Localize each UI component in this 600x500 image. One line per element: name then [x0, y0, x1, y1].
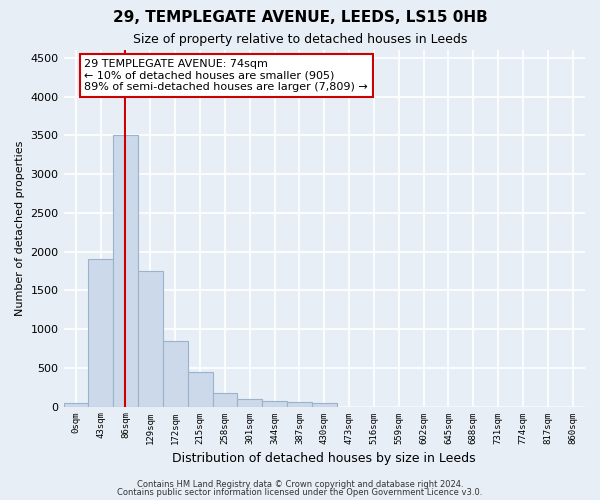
Bar — [64, 402, 88, 406]
Bar — [88, 260, 113, 406]
Text: Contains HM Land Registry data © Crown copyright and database right 2024.: Contains HM Land Registry data © Crown c… — [137, 480, 463, 489]
Bar — [212, 393, 238, 406]
Text: 29 TEMPLEGATE AVENUE: 74sqm
← 10% of detached houses are smaller (905)
89% of se: 29 TEMPLEGATE AVENUE: 74sqm ← 10% of det… — [85, 59, 368, 92]
Bar — [262, 400, 287, 406]
Bar — [238, 399, 262, 406]
Bar — [287, 402, 312, 406]
Bar — [163, 340, 188, 406]
Text: Contains public sector information licensed under the Open Government Licence v3: Contains public sector information licen… — [118, 488, 482, 497]
Text: 29, TEMPLEGATE AVENUE, LEEDS, LS15 0HB: 29, TEMPLEGATE AVENUE, LEEDS, LS15 0HB — [113, 10, 487, 25]
Y-axis label: Number of detached properties: Number of detached properties — [15, 140, 25, 316]
Text: Size of property relative to detached houses in Leeds: Size of property relative to detached ho… — [133, 32, 467, 46]
X-axis label: Distribution of detached houses by size in Leeds: Distribution of detached houses by size … — [172, 452, 476, 465]
Bar — [113, 136, 138, 406]
Bar — [138, 271, 163, 406]
Bar — [188, 372, 212, 406]
Bar — [312, 402, 337, 406]
